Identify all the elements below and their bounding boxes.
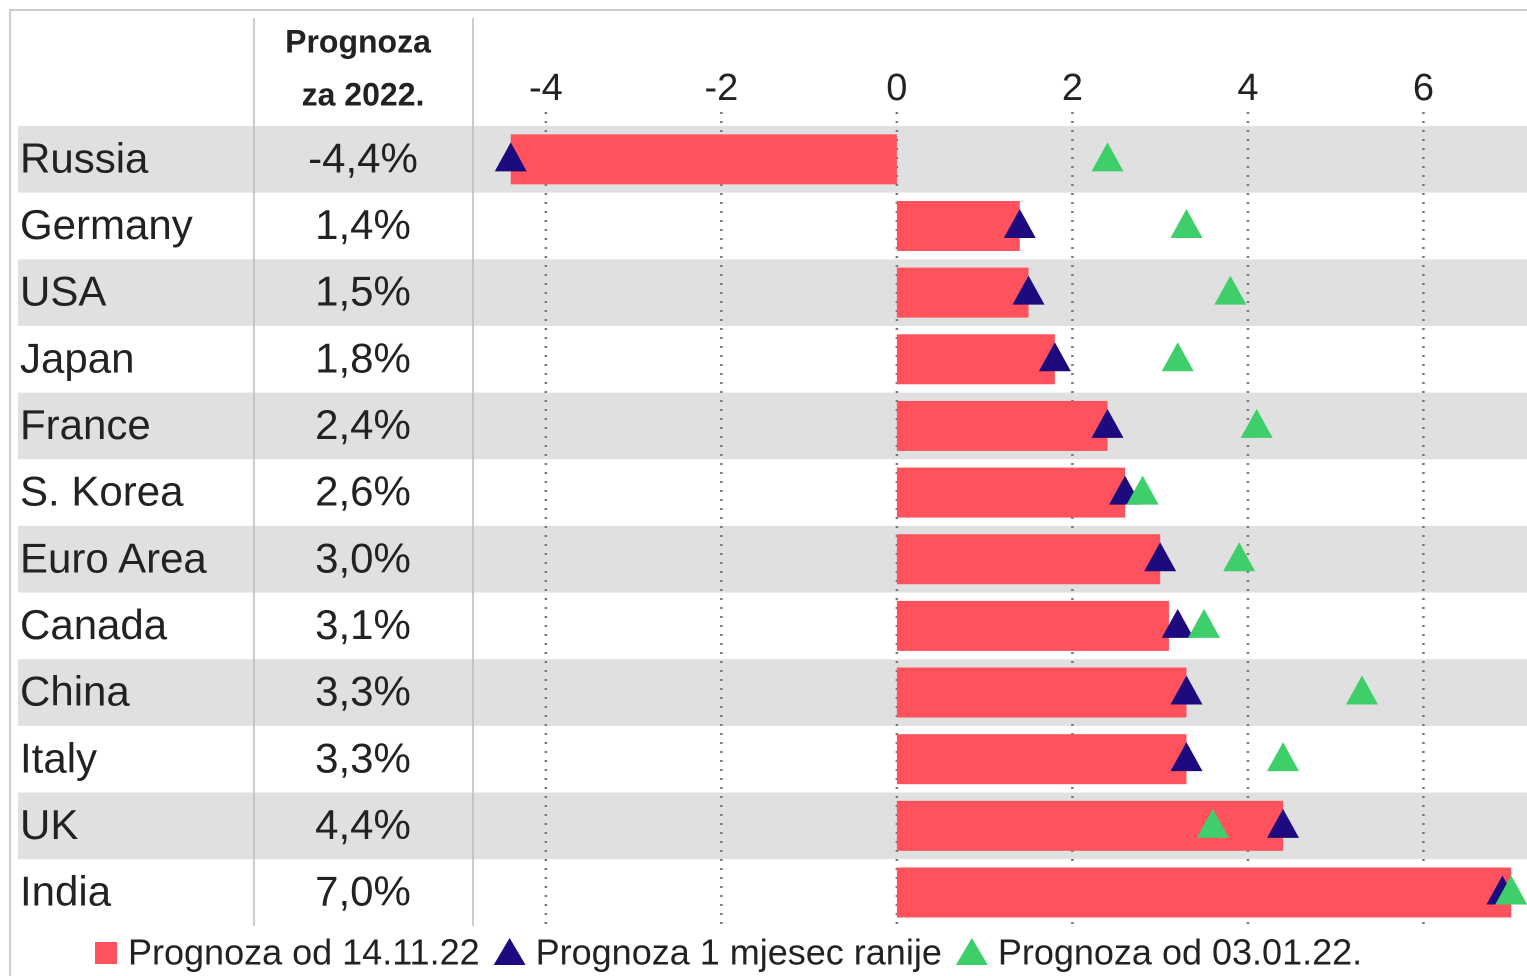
triangle-marker — [1170, 742, 1203, 772]
triangle-marker — [1495, 875, 1527, 905]
x-tick-label: -2 — [704, 67, 738, 109]
category-label: USA — [20, 268, 106, 315]
triangle-marker — [494, 142, 527, 172]
column-header: Prognoza — [285, 23, 431, 59]
category-label: UK — [20, 801, 78, 848]
row-band — [18, 659, 1527, 726]
category-label: Germany — [20, 201, 193, 248]
x-tick-label: 6 — [1413, 67, 1434, 109]
value-label: 1,4% — [315, 201, 411, 248]
triangle-marker — [1267, 742, 1300, 772]
value-label: 4,4% — [315, 801, 411, 848]
triangle-marker — [1214, 275, 1247, 305]
x-tick-label: -4 — [529, 67, 563, 109]
column-header: za 2022. — [302, 76, 425, 112]
row-band — [18, 392, 1527, 460]
triangle-marker — [1170, 208, 1203, 238]
category-label: Russia — [20, 134, 149, 181]
category-label: China — [20, 668, 130, 715]
value-label: 2,4% — [315, 401, 411, 448]
bar — [896, 334, 1055, 385]
row-band — [18, 525, 1527, 593]
value-label: 3,0% — [315, 534, 411, 581]
triangle-marker — [1144, 542, 1177, 572]
row-backgrounds — [18, 126, 1527, 860]
bar — [896, 734, 1187, 785]
legend-swatch — [493, 938, 526, 965]
bar — [896, 600, 1169, 651]
triangle-marker — [1038, 342, 1071, 372]
bar — [896, 467, 1126, 518]
bar — [896, 667, 1187, 718]
triangle-marker — [1091, 408, 1124, 438]
legend-label: Prognoza 1 mjesec ranije — [536, 932, 942, 973]
triangle-marker — [1170, 675, 1203, 705]
row-band — [18, 792, 1527, 860]
value-label: 2,6% — [315, 468, 411, 515]
triangle-marker — [1012, 275, 1045, 305]
legend-swatch — [95, 942, 117, 964]
triangle-marker — [1161, 342, 1194, 372]
triangle-marker — [1126, 475, 1159, 505]
value-label: -4,4% — [308, 134, 418, 181]
value-label: 3,3% — [315, 734, 411, 781]
triangle-marker — [1223, 542, 1256, 572]
legend-swatch — [955, 938, 988, 965]
x-tick-label: 0 — [886, 67, 907, 109]
category-label: Japan — [20, 334, 134, 381]
bar — [896, 867, 1512, 918]
triangle-marker — [1161, 608, 1194, 638]
triangle-marker — [1188, 608, 1221, 638]
category-label: Euro Area — [20, 534, 207, 581]
triangle-marker — [1240, 408, 1273, 438]
bar — [896, 400, 1108, 451]
triangle-marker — [1267, 808, 1300, 838]
category-label: S. Korea — [20, 468, 184, 515]
bar — [896, 200, 1020, 251]
triangle-marker — [1346, 675, 1379, 705]
bar — [896, 800, 1284, 851]
bar — [896, 534, 1161, 585]
legend-label: Prognoza od 03.01.22. — [998, 932, 1362, 973]
x-tick-label: 4 — [1237, 67, 1258, 109]
row-band — [18, 259, 1527, 326]
x-tick-label: 2 — [1062, 67, 1083, 109]
category-label: Italy — [20, 734, 97, 781]
triangle-marker — [1091, 142, 1124, 172]
value-label: 1,8% — [315, 334, 411, 381]
bar — [510, 134, 897, 185]
value-label: 7,0% — [315, 868, 411, 915]
value-label: 1,5% — [315, 268, 411, 315]
category-label: India — [20, 868, 112, 915]
value-label: 3,3% — [315, 668, 411, 715]
frame — [9, 9, 1527, 976]
triangle-marker — [1196, 808, 1229, 838]
triangle-marker — [1003, 208, 1036, 238]
category-label: France — [20, 401, 151, 448]
category-label: Canada — [20, 601, 168, 648]
bar — [896, 267, 1029, 318]
value-label: 3,1% — [315, 601, 411, 648]
legend-label: Prognoza od 14.11.22 — [128, 932, 480, 973]
